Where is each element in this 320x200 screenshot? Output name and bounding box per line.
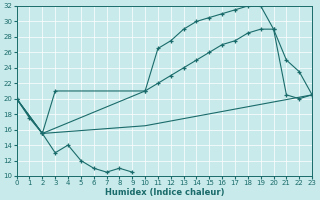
X-axis label: Humidex (Indice chaleur): Humidex (Indice chaleur) bbox=[105, 188, 224, 197]
